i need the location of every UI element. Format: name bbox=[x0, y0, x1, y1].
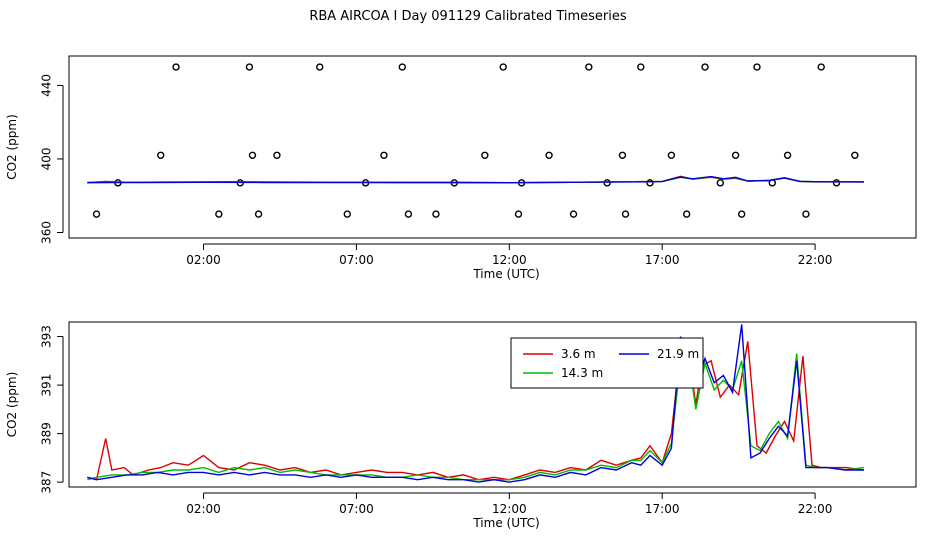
y-tick-label: 360 bbox=[40, 221, 54, 244]
scatter-point bbox=[398, 63, 406, 71]
scatter-point bbox=[245, 63, 254, 71]
x-tick-label: 07:00 bbox=[339, 502, 374, 516]
x-tick-label: 12:00 bbox=[492, 253, 527, 267]
scatter-point bbox=[514, 210, 523, 218]
legend-label: 21.9 m bbox=[657, 347, 699, 361]
scatter-point bbox=[753, 63, 761, 71]
scatter-point bbox=[667, 151, 676, 159]
scatter-point bbox=[499, 63, 507, 71]
scatter-point bbox=[851, 151, 859, 159]
y-axis-label: CO2 (ppm) bbox=[5, 372, 19, 438]
scatter-point bbox=[92, 210, 101, 218]
scatter-point bbox=[646, 179, 654, 187]
series-line-3 bbox=[87, 175, 865, 184]
page-title: RBA AIRCOA I Day 091129 Calibrated Times… bbox=[309, 9, 627, 24]
scatter-point bbox=[432, 210, 440, 218]
scatter-point bbox=[215, 210, 223, 218]
y-tick-label: 389 bbox=[40, 422, 54, 445]
y-tick-label: 440 bbox=[40, 74, 54, 97]
series-line-1 bbox=[87, 341, 865, 481]
scatter-point bbox=[316, 63, 324, 71]
x-tick-label: 17:00 bbox=[645, 502, 680, 516]
plot-frame bbox=[68, 321, 917, 488]
x-tick-label: 07:00 bbox=[339, 253, 374, 267]
x-tick-label: 22:00 bbox=[798, 502, 833, 516]
y-axis-label: CO2 (ppm) bbox=[5, 114, 19, 180]
x-tick-label: 22:00 bbox=[798, 253, 833, 267]
y-tick-label: 387 bbox=[40, 471, 54, 494]
scatter-point bbox=[783, 151, 792, 159]
scatter-point bbox=[682, 210, 691, 218]
scatter-point bbox=[603, 179, 611, 187]
y-tick-label: 393 bbox=[40, 325, 54, 348]
scatter-point bbox=[585, 63, 593, 71]
series-line-3 bbox=[87, 324, 864, 483]
scatter-point bbox=[545, 151, 553, 159]
scatter-point bbox=[621, 210, 630, 218]
scatter-point bbox=[832, 179, 841, 187]
series-line-2 bbox=[87, 353, 865, 481]
x-axis-label: Time (UTC) bbox=[472, 516, 539, 530]
scatter-point bbox=[404, 210, 413, 218]
scatter-point bbox=[817, 63, 825, 71]
scatter-point bbox=[481, 151, 489, 159]
legend-label: 14.3 m bbox=[561, 366, 603, 380]
scatter-point bbox=[172, 63, 180, 71]
x-tick-label: 12:00 bbox=[492, 502, 527, 516]
scatter-point bbox=[248, 151, 257, 159]
scatter-point bbox=[569, 210, 578, 218]
panel-2 bbox=[57, 321, 917, 499]
scatter-point bbox=[618, 151, 627, 159]
scatter-point bbox=[802, 210, 810, 218]
scatter-point bbox=[716, 179, 725, 187]
scatter-point bbox=[254, 210, 263, 218]
legend-label: 3.6 m bbox=[561, 347, 596, 361]
y-tick-label: 391 bbox=[40, 374, 54, 397]
panel-1 bbox=[57, 55, 917, 250]
scatter-point bbox=[701, 63, 709, 71]
y-tick-label: 400 bbox=[40, 147, 54, 170]
x-tick-label: 02:00 bbox=[186, 502, 221, 516]
scatter-point bbox=[273, 151, 281, 159]
x-tick-label: 17:00 bbox=[645, 253, 680, 267]
scatter-point bbox=[637, 63, 645, 71]
x-axis-label: Time (UTC) bbox=[472, 267, 539, 281]
scatter-point bbox=[731, 151, 740, 159]
scatter-point bbox=[380, 151, 388, 159]
plot-frame bbox=[68, 55, 917, 239]
scatter-point bbox=[738, 210, 746, 218]
scatter-point bbox=[343, 210, 351, 218]
legend-box bbox=[510, 337, 704, 389]
scatter-point bbox=[157, 151, 165, 159]
x-tick-label: 02:00 bbox=[186, 253, 221, 267]
